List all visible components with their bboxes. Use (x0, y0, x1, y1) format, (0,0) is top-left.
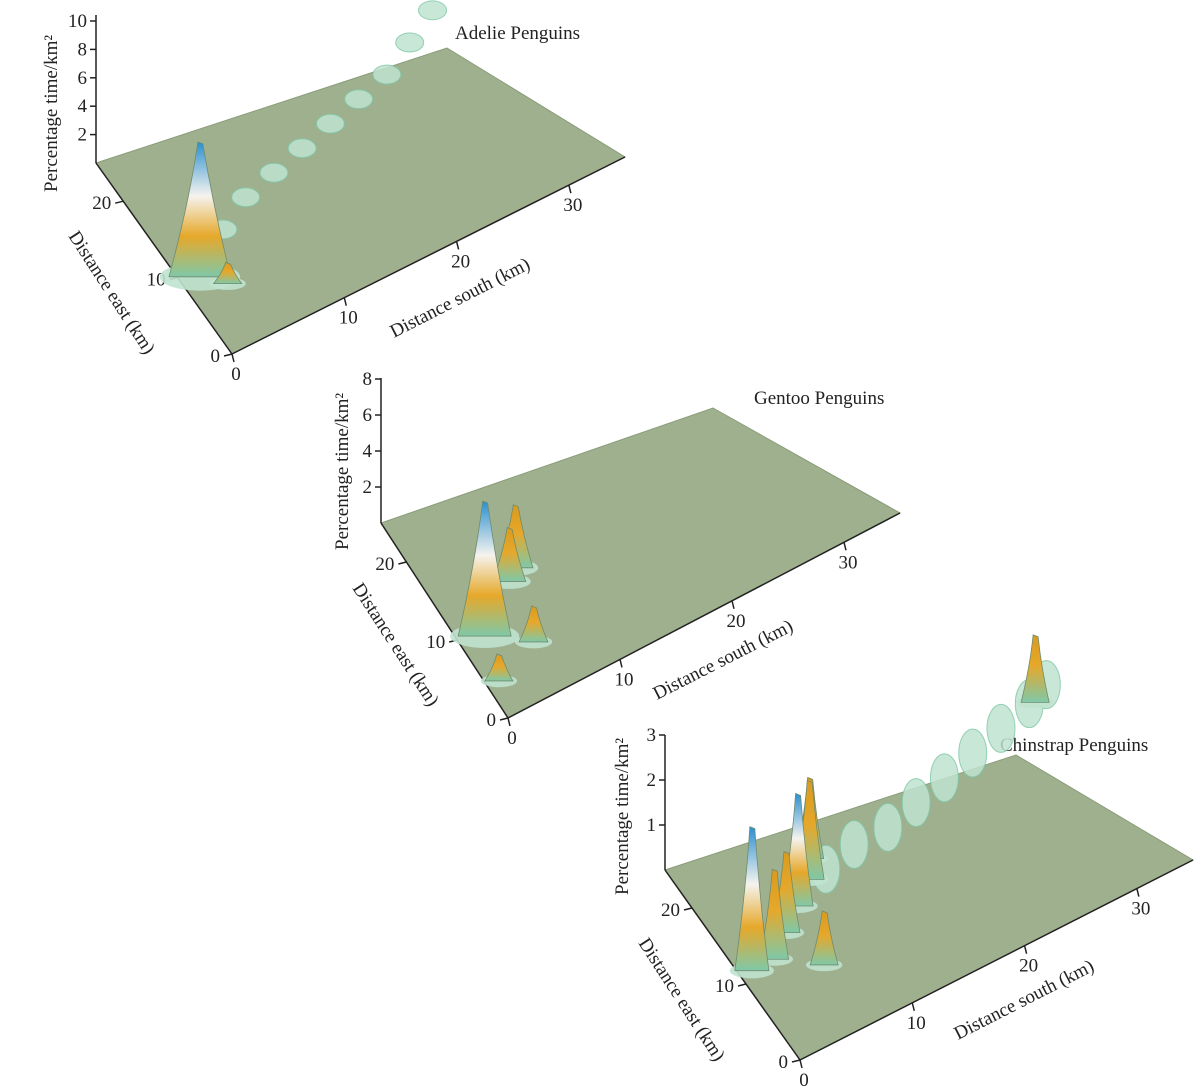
gentoo-peak (484, 653, 514, 682)
adelie-east-tick-label: 20 (92, 193, 111, 214)
gentoo-east-tick-label: 10 (426, 632, 445, 653)
gentoo-south-tick-label: 0 (507, 728, 517, 749)
chinstrap-south-tick-mark (1136, 888, 1140, 897)
chinstrap-south-tick-mark (799, 1059, 803, 1069)
gentoo-surface-plane (380, 407, 902, 719)
panel-gentoo: Percentage time/km² Distance east (km) D… (332, 369, 902, 749)
chinstrap-trail-mark (958, 728, 988, 778)
chinstrap-trail-mark (839, 820, 869, 870)
adelie-south-tick-mark (343, 297, 348, 306)
chinstrap-z-axis: Percentage time/km² (612, 735, 666, 895)
adelie-south-tick-label: 30 (563, 195, 582, 216)
chinstrap-peak (809, 910, 839, 966)
chinstrap-south-tick-label: 10 (907, 1013, 926, 1034)
chinstrap-trail-mark (873, 802, 903, 852)
chinstrap-east-tick-mark (791, 1059, 801, 1063)
gentoo-peak (518, 605, 549, 643)
adelie-title: Adelie Penguins (455, 23, 580, 44)
gentoo-east-tick-mark (398, 561, 407, 565)
adelie-east-tick-mark (223, 353, 233, 357)
gentoo-z-tick-label: 6 (363, 405, 373, 426)
adelie-z-tick-label: 2 (78, 125, 88, 146)
gentoo-south-tick-label: 30 (839, 552, 858, 573)
gentoo-z-tick-label: 4 (363, 441, 373, 462)
gentoo-east-tick-mark (499, 717, 509, 721)
adelie-south-tick-mark (455, 241, 460, 250)
chinstrap-trail-mark (901, 778, 931, 828)
gentoo-data-marks: 2 4 6 8 0 10 20 0 10 20 30 (363, 369, 858, 749)
chinstrap-east-tick-label: 20 (661, 900, 680, 921)
chinstrap-z-tick-label: 3 (647, 725, 657, 746)
adelie-trail-mark (418, 0, 448, 21)
gentoo-z-axis: Percentage time/km² (332, 378, 382, 550)
gentoo-south-tick-mark (731, 600, 735, 610)
chinstrap-south-tick-label: 0 (799, 1070, 809, 1088)
gentoo-z-tick-label: 2 (363, 477, 373, 498)
adelie-trail-mark (315, 113, 345, 134)
adelie-trail-mark (287, 138, 317, 159)
adelie-trail-mark (372, 64, 402, 85)
chinstrap-z-tick-label: 1 (647, 815, 657, 836)
panel-chinstrap: Percentage time/km² Distance east (km) D… (612, 634, 1195, 1088)
adelie-east-tick-mark (115, 200, 124, 204)
gentoo-peak (491, 526, 527, 582)
gentoo-title: Gentoo Penguins (754, 388, 884, 409)
gentoo-south-tick-label: 10 (615, 669, 634, 690)
chinstrap-title: Chinstrap Penguins (1000, 735, 1148, 756)
chinstrap-peak (759, 868, 790, 960)
adelie-south-tick-label: 0 (231, 364, 241, 385)
adelie-z-axis-title: Percentage time/km² (41, 35, 62, 192)
adelie-z-tick-label: 4 (78, 96, 88, 117)
gentoo-east-tick-label: 20 (375, 554, 394, 575)
gentoo-south-tick-mark (507, 717, 511, 727)
gentoo-z-axis-title: Percentage time/km² (332, 393, 353, 550)
chinstrap-east-tick-label: 0 (779, 1052, 789, 1073)
chinstrap-east-tick-mark (737, 983, 747, 987)
panel-adelie: Percentage time/km² Distance east (km) D… (41, 0, 627, 385)
chinstrap-south-tick-label: 30 (1131, 899, 1150, 920)
gentoo-south-tick-label: 20 (727, 611, 746, 632)
adelie-z-axis: Percentage time/km² (41, 15, 97, 192)
adelie-trail-mark (395, 32, 425, 53)
chinstrap-south-tick-mark (911, 1002, 916, 1012)
adelie-east-tick-label: 0 (211, 346, 221, 367)
adelie-trail-mark (344, 89, 374, 110)
adelie-z-tick-label: 8 (78, 39, 88, 60)
adelie-south-tick-mark (568, 184, 572, 194)
adelie-trail-mark (231, 187, 261, 208)
adelie-south-tick-label: 20 (451, 251, 470, 272)
gentoo-south-tick-mark (843, 542, 847, 551)
chinstrap-y-axis-title: Distance east (km) (634, 934, 729, 1065)
chinstrap-peak (1020, 634, 1050, 703)
adelie-z-tick-label: 6 (78, 68, 88, 89)
adelie-south-tick-label: 10 (339, 308, 358, 329)
gentoo-z-tick-label: 8 (363, 369, 373, 390)
chinstrap-trail-mark (929, 753, 959, 803)
adelie-peak (212, 261, 243, 285)
chinstrap-east-tick-label: 10 (715, 976, 734, 997)
adelie-y-axis-title: Distance east (km) (64, 227, 159, 358)
chinstrap-east-tick-mark (683, 907, 693, 911)
gentoo-east-tick-label: 0 (487, 710, 497, 731)
chinstrap-south-tick-mark (1023, 945, 1028, 954)
gentoo-south-tick-mark (619, 659, 623, 668)
adelie-z-tick-label: 10 (68, 11, 87, 32)
chinstrap-z-tick-label: 2 (647, 770, 657, 791)
adelie-south-tick-mark (231, 353, 235, 363)
adelie-trail-mark (259, 162, 289, 183)
adelie-peak (168, 141, 232, 278)
chinstrap-peak (734, 826, 770, 972)
chinstrap-trail-mark (986, 703, 1016, 753)
chinstrap-z-axis-title: Percentage time/km² (612, 738, 633, 895)
gentoo-peak (457, 500, 512, 637)
chinstrap-south-tick-label: 20 (1019, 956, 1038, 977)
